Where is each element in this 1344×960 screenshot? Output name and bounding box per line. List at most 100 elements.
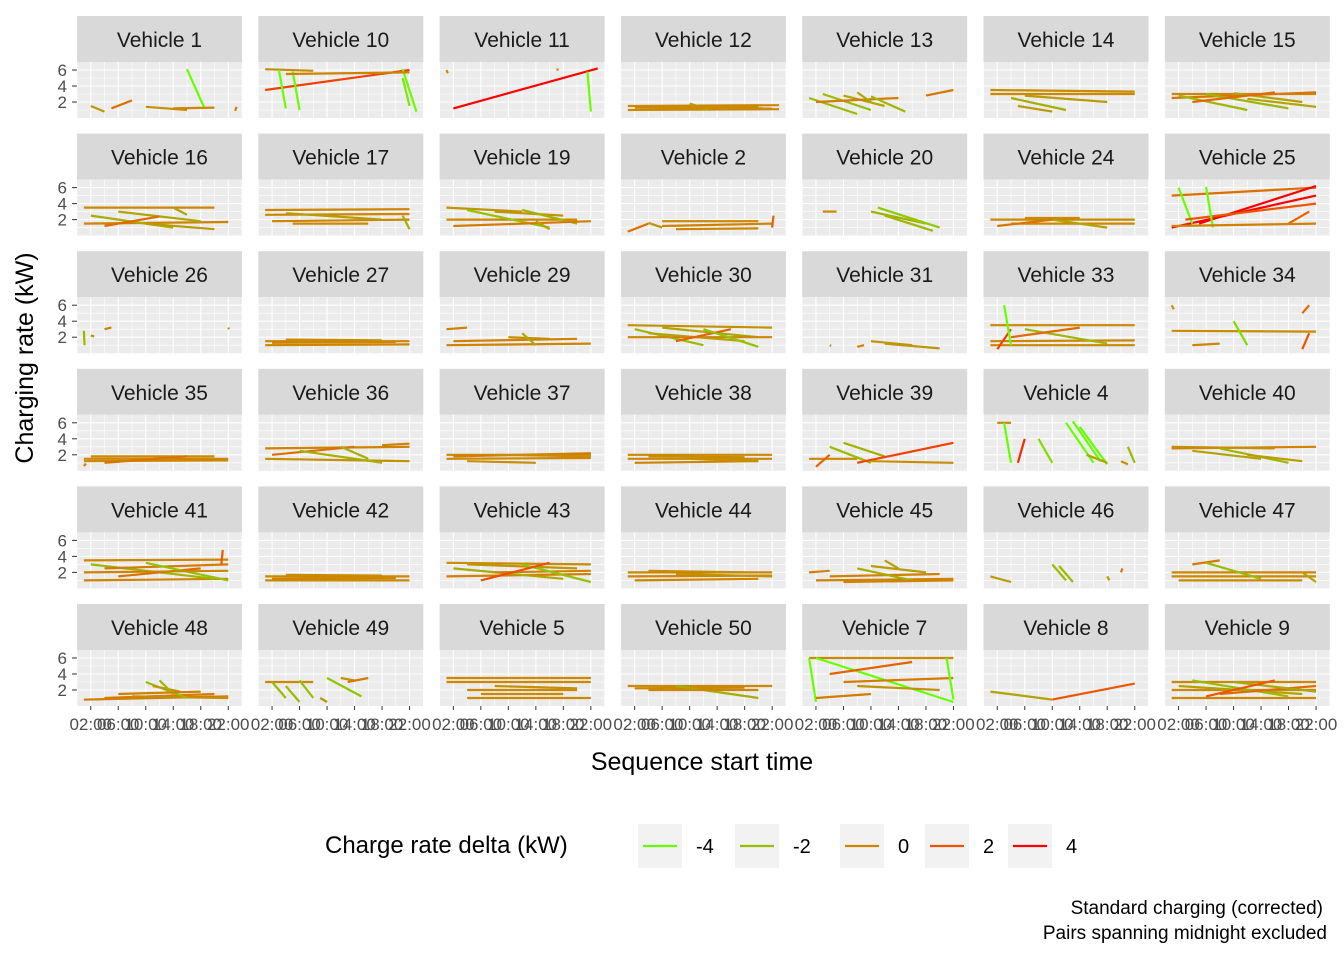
charge-sequence-segment [285,212,383,221]
facet-strip [983,604,1149,650]
charge-sequence-segment [131,695,229,700]
facet-strip-label: Vehicle 19 [474,147,571,170]
y-tick-label: 2 [58,93,67,112]
y-tick-label: 2 [58,211,67,230]
charge-sequence-segment [347,676,369,684]
facet-strip-label: Vehicle 45 [836,499,933,522]
charge-sequence-segment [1171,329,1317,333]
charge-sequence-segment [1003,422,1013,463]
x-tick-label: 10:00 [1212,715,1255,734]
charge-sequence-segment [145,222,215,231]
charge-sequence-segment [1301,304,1311,314]
charge-sequence-segment [299,449,383,464]
x-tick-label: 10:00 [124,715,167,734]
facet-strip-label: Vehicle 17 [292,147,389,170]
facet-strip-label: Vehicle 12 [655,29,752,52]
charge-sequence-segment [118,690,201,696]
y-tick-label: 6 [58,531,67,550]
charge-sequence-segment [521,332,537,347]
charge-sequence-segment [271,445,355,456]
charge-sequence-segment [1233,92,1303,104]
facet-strip [1164,16,1330,62]
charge-sequence-segment [856,567,913,582]
facet-strip-label: Vehicle 4 [1023,382,1109,405]
charge-sequence-segment [1178,94,1248,112]
y-tick-label: 6 [58,296,67,315]
charge-sequence-segment [843,94,885,108]
facet-strip-label: Vehicle 24 [1018,147,1115,170]
facet-panel: Vehicle 39 [801,368,968,471]
charge-sequence-segment [675,328,732,343]
y-tick-label: 2 [58,563,67,582]
charge-sequence-segment [467,460,536,464]
charge-sequence-segment [326,677,362,698]
charge-sequence-segment [82,330,86,346]
charge-sequence-segment [185,68,206,109]
x-tick-label: 10:00 [1031,715,1074,734]
charge-sequence-segment [453,67,599,110]
x-tick-label: 10:00 [850,715,893,734]
x-tick-label: 18:00 [179,715,222,734]
charge-sequence-segment [843,579,954,584]
facet-strip-label: Vehicle 11 [474,29,569,52]
x-tick-label: 02:00 [1157,715,1200,734]
facet-panel: Vehicle 29 [439,251,605,354]
charge-sequence-segment [1171,186,1317,197]
facet-strip-label: Vehicle 9 [1205,617,1290,640]
facet-panel: Vehicle 4 [983,368,1149,471]
x-tick-label: 22:00 [207,715,250,734]
charge-sequence-segment [1058,565,1074,583]
charge-sequence-segment [843,676,954,684]
charge-sequence-segment [1178,684,1303,696]
charge-sequence-segment [227,327,230,330]
charge-sequence-segment [634,577,759,582]
charge-sequence-segment [808,569,830,574]
x-tick-label: 22:00 [570,715,613,734]
charge-sequence-segment [856,91,872,103]
charge-sequence-segment [445,69,449,74]
charge-sequence-segment [446,561,591,566]
facet-strip [620,604,786,650]
charge-sequence-segment [265,68,314,72]
facet-strip [983,133,1149,180]
charge-sequence-segment [1233,680,1317,693]
charge-sequence-segment [1052,682,1135,701]
facet-strip [258,368,424,415]
charge-sequence-segment [446,206,523,213]
charge-sequence-segment [1119,568,1124,573]
facet-strip [802,251,968,298]
facet-panel: Vehicle 20 [801,133,968,236]
charge-sequence-segment [401,68,418,112]
facet-strip [802,368,968,415]
charge-sequence-segment [291,71,301,111]
facet-strip-label: Vehicle 26 [111,264,208,287]
facet-strip [77,604,242,650]
facet-strip [802,16,968,62]
charge-sequence-segment [829,344,832,347]
charge-sequence-segment [1024,94,1108,104]
charge-sequence-segment [870,210,927,225]
charge-sequence-segment [870,564,927,574]
facet-strip-label: Vehicle 31 [836,264,933,287]
y-tick-label: 6 [58,61,67,80]
facet-panel: Vehicle 43 [439,486,605,589]
facet-strip [1164,486,1330,533]
facet-strip [983,16,1149,62]
facet-strip [1164,604,1330,650]
facet-panel: Vehicle 11 [439,16,605,118]
charge-sequence-segment [265,457,410,463]
facet-panel: Vehicle 45 [801,486,968,589]
x-tick-label: 02:00 [795,715,838,734]
charge-sequence-segment [234,106,238,112]
x-axis-title: Sequence start time [591,748,813,776]
charge-sequence-segment [446,456,591,460]
facet-strip [439,16,605,62]
charge-sequence-segment [446,342,591,347]
charge-sequence-segment [990,575,1012,584]
charge-sequence-segment [627,324,773,329]
y-tick-label: 6 [58,649,67,668]
